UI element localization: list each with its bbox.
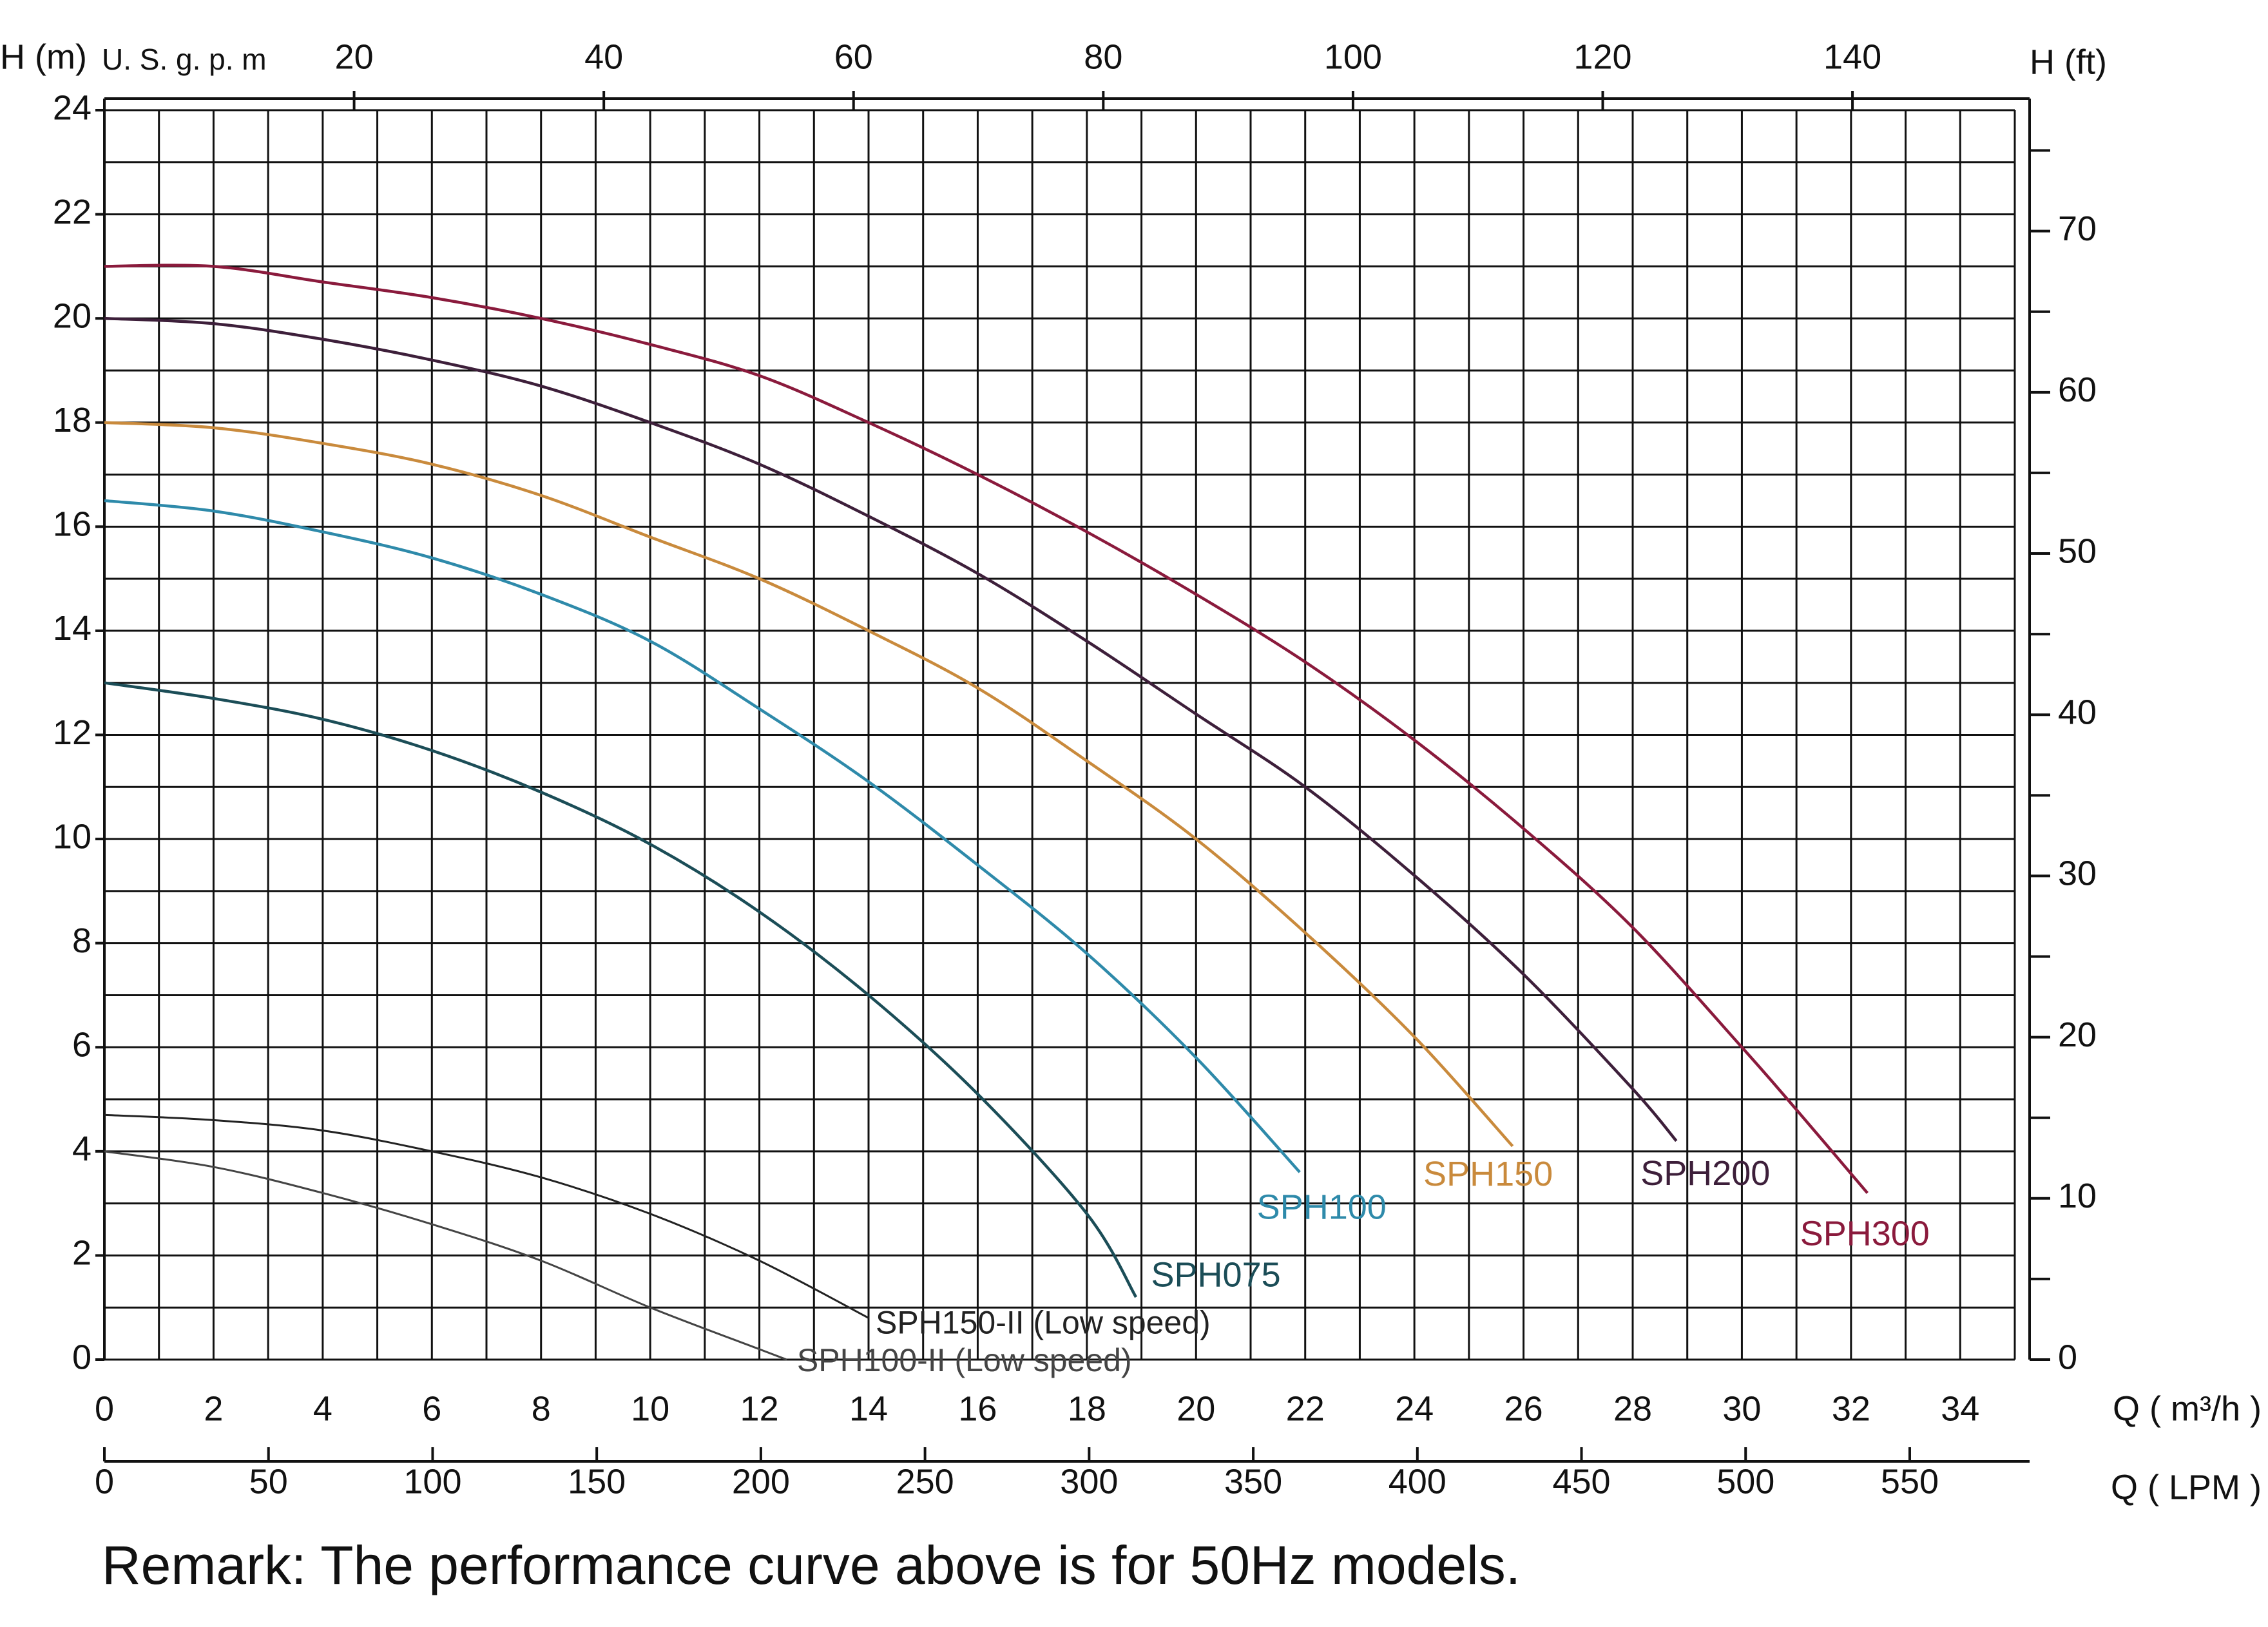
lpm-tick-label: 400 — [1389, 1462, 1446, 1501]
right-tick-label: 50 — [2058, 532, 2097, 570]
curve — [104, 1150, 787, 1361]
y-axis-label: H (m) — [0, 37, 87, 76]
x-tick-label: 18 — [1068, 1389, 1106, 1428]
top-tick-label: 140 — [1823, 37, 1881, 76]
x-tick-label: 28 — [1613, 1389, 1652, 1428]
y-tick-label: 8 — [72, 921, 91, 960]
series-label: SPH300 — [1800, 1215, 1930, 1253]
x-axis-label: Q ( m³/h ) — [2113, 1389, 2262, 1428]
lpm-tick-label: 150 — [568, 1462, 626, 1501]
right-axis-label: H (ft) — [2030, 43, 2107, 81]
top-tick-label: 80 — [1084, 37, 1122, 76]
remark: Remark: The performance curve above is f… — [102, 1535, 1521, 1595]
right-tick-label: 60 — [2058, 371, 2097, 409]
y-tick-label: 24 — [53, 88, 91, 127]
top-axis-label: U. S. g. p. m — [102, 43, 267, 76]
x-tick-label: 30 — [1722, 1389, 1761, 1428]
lpm-tick-label: 0 — [95, 1462, 114, 1501]
x-tick-label: 24 — [1395, 1389, 1434, 1428]
x-tick-label: 20 — [1177, 1389, 1215, 1428]
curve — [104, 264, 1869, 1194]
lpm-tick-label: 200 — [732, 1462, 790, 1501]
lpm-tick-label: 250 — [896, 1462, 954, 1501]
curve — [104, 681, 1138, 1298]
right-tick-label: 30 — [2058, 854, 2097, 893]
x-tick-label: 34 — [1941, 1389, 1979, 1428]
lpm-tick-label: 500 — [1716, 1462, 1774, 1501]
right-tick-label: 10 — [2058, 1177, 2097, 1215]
x-tick-label: 2 — [204, 1389, 223, 1428]
y-tick-label: 18 — [53, 401, 91, 439]
lpm-tick-label: 350 — [1224, 1462, 1282, 1501]
y-tick-label: 12 — [53, 713, 91, 752]
top-tick-label: 40 — [584, 37, 623, 76]
right-tick-label: 20 — [2058, 1016, 2097, 1054]
series-label: SPH100-II (Low speed) — [797, 1342, 1132, 1378]
curve — [104, 1113, 869, 1319]
right-tick-label: 40 — [2058, 693, 2097, 731]
right-tick-label: 0 — [2058, 1338, 2077, 1376]
x-tick-label: 0 — [95, 1389, 114, 1428]
y-tick-label: 22 — [53, 193, 91, 231]
lpm-tick-label: 550 — [1881, 1462, 1939, 1501]
top-tick-label: 60 — [834, 37, 873, 76]
bottom-axis2-label: Q ( LPM ) — [2111, 1468, 2262, 1507]
top-tick-label: 120 — [1573, 37, 1631, 76]
y-tick-label: 20 — [53, 296, 91, 335]
y-tick-label: 0 — [72, 1338, 91, 1376]
y-tick-label: 4 — [72, 1130, 91, 1168]
top-tick-label: 100 — [1324, 37, 1382, 76]
series-label: SPH150 — [1423, 1155, 1553, 1193]
y-tick-label: 6 — [72, 1026, 91, 1064]
lpm-tick-label: 450 — [1552, 1462, 1610, 1501]
x-tick-label: 16 — [958, 1389, 997, 1428]
y-tick-label: 10 — [53, 817, 91, 856]
series-label: SPH075 — [1151, 1255, 1281, 1294]
x-tick-label: 8 — [532, 1389, 551, 1428]
curve — [104, 316, 1678, 1142]
lpm-tick-label: 50 — [249, 1462, 288, 1501]
lpm-tick-label: 300 — [1060, 1462, 1118, 1501]
lpm-tick-label: 100 — [403, 1462, 461, 1501]
right-tick-label: 70 — [2058, 209, 2097, 248]
x-tick-label: 6 — [422, 1389, 441, 1428]
series-label: SPH100 — [1257, 1188, 1387, 1226]
y-tick-label: 14 — [53, 609, 91, 648]
y-tick-label: 2 — [72, 1234, 91, 1273]
series-label: SPH200 — [1640, 1154, 1770, 1193]
x-tick-label: 10 — [631, 1389, 669, 1428]
x-tick-label: 12 — [740, 1389, 779, 1428]
y-tick-label: 16 — [53, 505, 91, 544]
x-tick-label: 22 — [1286, 1389, 1325, 1428]
top-tick-label: 20 — [335, 37, 374, 76]
x-tick-label: 32 — [1832, 1389, 1870, 1428]
x-tick-label: 4 — [313, 1389, 332, 1428]
x-tick-label: 14 — [849, 1389, 888, 1428]
curve — [104, 499, 1301, 1173]
curve — [104, 421, 1514, 1148]
series-label: SPH150-II (Low speed) — [876, 1305, 1211, 1341]
x-tick-label: 26 — [1504, 1389, 1543, 1428]
